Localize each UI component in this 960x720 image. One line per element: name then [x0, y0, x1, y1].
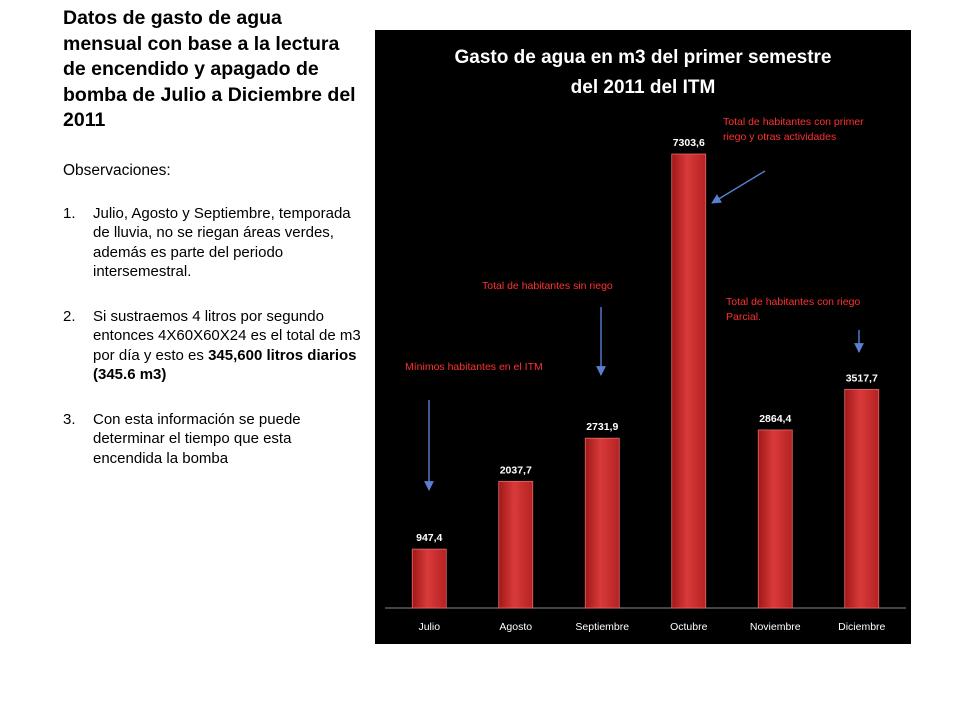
observation-text-bold: 345,600 litros diarios (345.6 m3) [93, 346, 357, 384]
annotation-label: Total de habitantes con riego [726, 296, 860, 308]
observation-item: 3. Con esta información se puede determi… [63, 410, 363, 469]
observations-list: 1. Julio, Agosto y Septiembre, temporada… [63, 204, 363, 469]
bar [584, 437, 620, 609]
observation-text: Con esta información se puede determinar… [93, 410, 301, 467]
bar [671, 153, 707, 609]
observation-number: 2. [63, 307, 76, 325]
bar [844, 388, 880, 609]
observation-text: Julio, Agosto y Septiembre, temporada de… [93, 204, 351, 281]
chart-panel: Gasto de agua en m3 del primer semestre d… [375, 30, 911, 644]
data-label: 947,4 [416, 532, 442, 544]
observation-item: 2. Si sustraemos 4 litros por segundo en… [63, 307, 363, 385]
observation-number: 3. [63, 410, 76, 428]
x-tick-label: Diciembre [838, 621, 885, 633]
bar [498, 480, 534, 609]
observation-text: Si sustraemos 4 litros por segundo enton… [93, 307, 361, 364]
page-heading: Datos de gasto de agua mensual con base … [63, 7, 356, 131]
x-tick-label: Septiembre [575, 621, 629, 633]
annotation-label: Mínimos habitantes en el ITM [405, 361, 543, 373]
annotation-label: Parcial. [726, 311, 761, 323]
bar-chart: Gasto de agua en m3 del primer semestre d… [385, 47, 906, 633]
observation-number: 1. [63, 204, 76, 222]
data-label: 2864,4 [759, 413, 791, 425]
data-label: 2731,9 [586, 421, 618, 433]
chart-title-line: del 2011 del ITM [571, 77, 716, 98]
annotation-label: Total de habitantes sin riego [482, 280, 613, 292]
chart-title-line: Gasto de agua en m3 del primer semestre [455, 47, 832, 68]
x-tick-label: Noviembre [750, 621, 801, 633]
observation-item: 1. Julio, Agosto y Septiembre, temporada… [63, 204, 363, 282]
bar [757, 429, 793, 609]
data-label: 3517,7 [846, 372, 878, 384]
x-tick-label: Julio [418, 621, 440, 633]
annotation-label: Total de habitantes con primer [723, 116, 864, 128]
bar [411, 548, 447, 609]
data-label: 7303,6 [673, 137, 705, 149]
data-label: 2037,7 [500, 464, 532, 476]
x-tick-label: Agosto [499, 621, 532, 633]
annotation-arrow [711, 170, 766, 204]
text-panel: Datos de gasto de agua mensual con base … [63, 6, 363, 493]
observations-title: Observaciones: [63, 161, 171, 179]
x-tick-label: Octubre [670, 621, 708, 633]
annotation-label: riego y otras actividades [723, 131, 836, 143]
